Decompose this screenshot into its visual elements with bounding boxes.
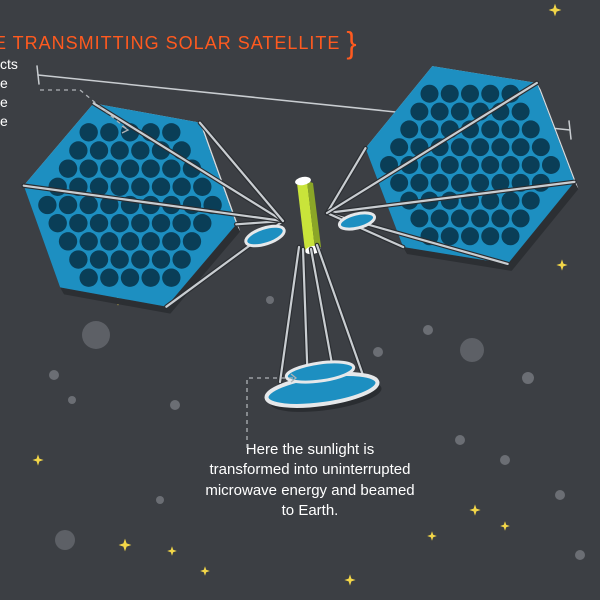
- annotation-reflector: ctseee: [0, 55, 18, 131]
- annotation-line: cts: [0, 55, 18, 74]
- infographic-scene: WAVE TRANSMITTING SOLAR SATELLITE } ctse…: [0, 0, 600, 600]
- annotation-line: e: [0, 93, 18, 112]
- annotation-line: e: [0, 74, 18, 93]
- annotation-line: e: [0, 112, 18, 131]
- annotation-transmitter: Here the sunlight is transformed into un…: [205, 440, 415, 521]
